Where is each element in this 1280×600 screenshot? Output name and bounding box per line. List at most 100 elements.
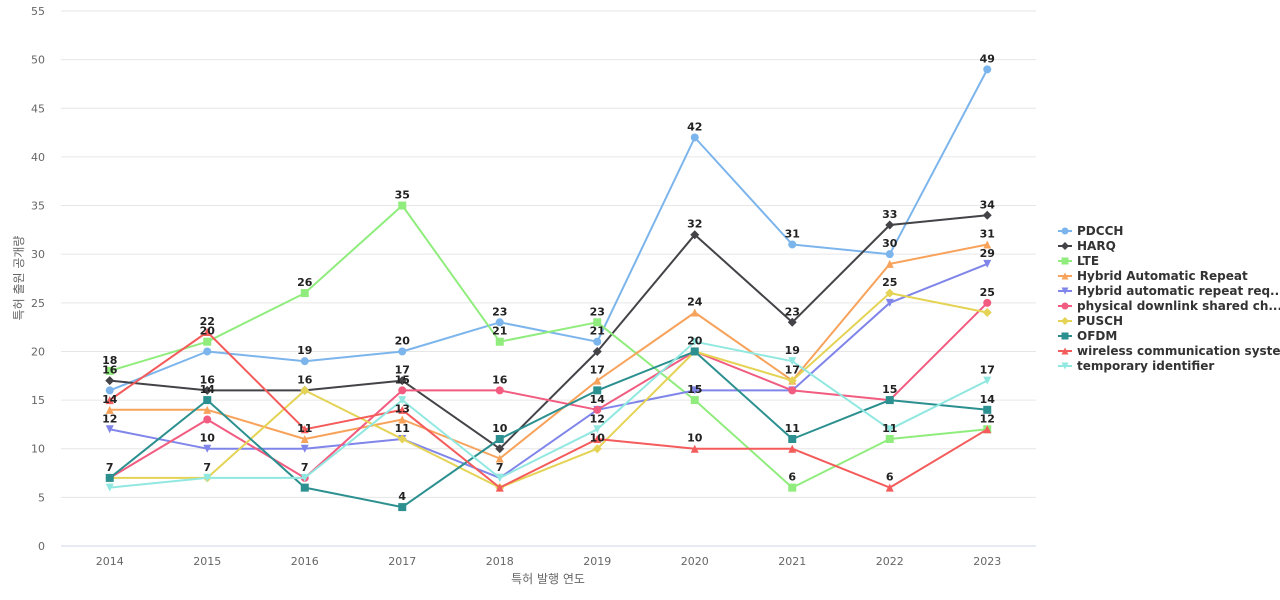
data-point xyxy=(788,444,797,453)
legend-item-physical-downlink-shared-ch: physical downlink shared ch... xyxy=(1058,299,1280,313)
data-label: 49 xyxy=(980,52,995,65)
data-label: 16 xyxy=(102,364,118,377)
data-point xyxy=(690,133,699,142)
y-tick-label: 10 xyxy=(31,443,45,456)
data-point xyxy=(398,503,407,512)
data-point xyxy=(787,376,797,386)
data-point xyxy=(885,220,895,230)
series-ofdm xyxy=(105,347,992,512)
data-label: 20 xyxy=(200,325,216,338)
data-point xyxy=(105,366,114,375)
data-point xyxy=(300,473,309,482)
y-tick-label: 0 xyxy=(38,540,45,553)
data-point xyxy=(203,405,212,414)
data-point xyxy=(690,230,700,240)
x-tick-label: 2020 xyxy=(681,555,709,568)
data-label: 7 xyxy=(106,461,114,474)
legend-item-ofdm: OFDM xyxy=(1058,329,1117,343)
y-tick-label: 20 xyxy=(31,345,45,358)
legend-item-harq: HARQ xyxy=(1058,239,1116,253)
y-tick-label: 35 xyxy=(31,200,45,213)
legend-marker xyxy=(1061,302,1069,310)
data-point xyxy=(300,289,309,298)
data-point xyxy=(105,473,114,482)
x-tick-label: 2017 xyxy=(388,555,416,568)
data-point xyxy=(202,385,212,395)
data-label: 15 xyxy=(882,383,897,396)
legend-marker xyxy=(1061,257,1069,265)
data-point xyxy=(398,405,407,414)
legend-label: OFDM xyxy=(1077,329,1117,343)
series-line xyxy=(108,262,989,479)
y-tick-label: 50 xyxy=(31,54,45,67)
legend-marker xyxy=(1061,287,1069,295)
data-point xyxy=(690,337,699,346)
series-line xyxy=(108,68,989,392)
data-label: 11 xyxy=(882,422,897,435)
data-point xyxy=(690,396,699,405)
data-label: 15 xyxy=(687,383,702,396)
data-label: 15 xyxy=(395,373,410,386)
data-label: 10 xyxy=(590,432,606,445)
data-point xyxy=(105,425,114,434)
data-label: 7 xyxy=(301,461,309,474)
legend-item-hybrid-automatic-repeat-req: Hybrid automatic repeat req... xyxy=(1058,284,1280,298)
data-point xyxy=(885,435,894,443)
data-point xyxy=(788,386,797,395)
data-label: 17 xyxy=(980,364,995,377)
x-tick-label: 2014 xyxy=(96,555,124,568)
data-point xyxy=(983,240,992,249)
data-label: 14 xyxy=(200,383,216,396)
data-point xyxy=(592,444,602,454)
legend-item-pusch: PUSCH xyxy=(1058,314,1123,328)
data-point xyxy=(593,318,602,327)
data-point xyxy=(885,425,894,434)
data-label: 14 xyxy=(102,393,118,406)
data-label: 13 xyxy=(395,403,410,416)
legend-label: HARQ xyxy=(1077,239,1116,253)
legend-item-wireless-communication-system: wireless communication system xyxy=(1058,344,1280,358)
data-label: 10 xyxy=(687,432,703,445)
data-point xyxy=(788,483,797,492)
data-label: 6 xyxy=(788,471,796,484)
data-label: 12 xyxy=(980,412,995,425)
data-label: 16 xyxy=(200,373,216,386)
data-point xyxy=(203,396,212,405)
data-point xyxy=(593,425,602,434)
data-point xyxy=(203,328,212,336)
legend-marker xyxy=(1061,362,1069,370)
data-point xyxy=(495,386,504,395)
data-label: 11 xyxy=(395,422,410,435)
y-axis-ticks: 0 5 10 15 20 25 30 35 40 45 50 55 xyxy=(31,5,45,553)
data-point xyxy=(593,435,602,443)
data-label: 21 xyxy=(590,325,605,338)
legend-label: PDCCH xyxy=(1077,224,1123,238)
data-label: 23 xyxy=(492,305,507,318)
data-label: 35 xyxy=(395,189,410,202)
series-line xyxy=(108,243,989,460)
legend-item-pdcch: PDCCH xyxy=(1058,224,1123,238)
data-point xyxy=(495,473,504,482)
data-label: 33 xyxy=(882,208,897,221)
data-label: 32 xyxy=(687,218,702,231)
data-point xyxy=(885,396,894,405)
data-point xyxy=(398,415,407,424)
legend-marker xyxy=(1061,332,1069,340)
data-point xyxy=(495,483,504,492)
data-point xyxy=(397,434,407,444)
data-label: 19 xyxy=(297,344,312,357)
data-label: 23 xyxy=(590,305,605,318)
legend-marker xyxy=(1061,242,1069,250)
legend-item-hybrid-automatic-repeat: Hybrid Automatic Repeat xyxy=(1058,269,1248,283)
data-point xyxy=(398,386,407,395)
data-label: 11 xyxy=(297,422,312,435)
data-label: 17 xyxy=(395,364,410,377)
data-label: 25 xyxy=(882,276,897,289)
x-axis-ticks: 2014 2015 2016 2017 2018 2019 2020 2021 2022 2023 xyxy=(96,555,1002,568)
series-temporary-identifier xyxy=(105,337,992,492)
data-label: 23 xyxy=(785,305,800,318)
x-tick-label: 2018 xyxy=(486,555,514,568)
data-point xyxy=(983,425,992,434)
data-label: 26 xyxy=(297,276,313,289)
